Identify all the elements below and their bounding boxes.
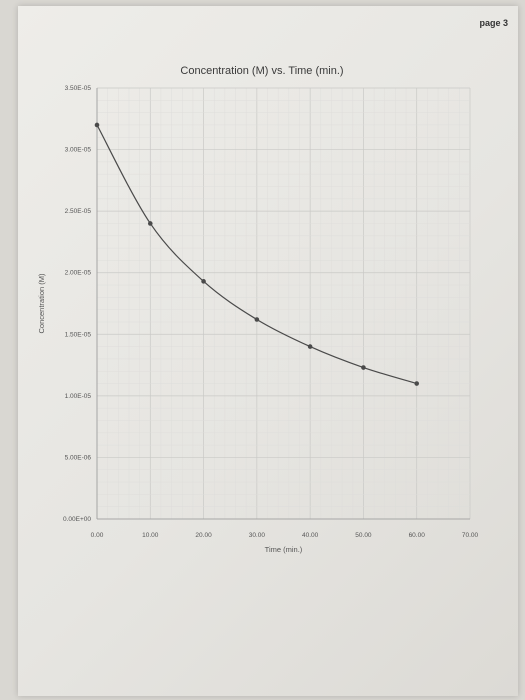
chart-title: Concentration (M) vs. Time (min.) (180, 65, 343, 77)
y-tick-label: 1.50E-05 (65, 331, 92, 338)
y-tick-label: 2.00E-05 (65, 270, 92, 277)
gridlines (96, 87, 471, 520)
x-tick-label: 40.00 (302, 532, 319, 539)
y-tick-label: 1.00E-05 (65, 393, 92, 400)
y-tick-label: 3.00E-05 (65, 147, 92, 154)
x-tick-label: 70.00 (462, 532, 479, 539)
data-point (361, 365, 366, 370)
y-tick-label: 3.50E-05 (65, 85, 92, 92)
paper-sheet: page 3 (18, 6, 518, 696)
x-tick-labels: 0.00 10.00 20.00 30.00 40.00 50.00 60.00 70.00 (91, 532, 479, 539)
x-tick-label: 60.00 (409, 532, 426, 539)
x-tick-label: 10.00 (142, 532, 159, 539)
data-point (201, 279, 206, 284)
y-tick-label: 0.00E+00 (63, 516, 91, 523)
x-axis-title: Time (min.) (265, 545, 303, 554)
data-point (94, 122, 100, 128)
x-tick-label: 50.00 (355, 532, 372, 539)
data-point (254, 317, 260, 322)
data-series (94, 122, 420, 386)
data-point (147, 221, 153, 226)
x-tick-label: 0.00 (91, 532, 104, 539)
y-axis-title: Concentration (M) (37, 273, 46, 334)
y-tick-labels: 0.00E+00 5.00E-06 1.00E-05 1.50E-05 2.00E-05… (63, 85, 91, 523)
y-tick-label: 2.50E-05 (65, 208, 92, 215)
x-tick-label: 20.00 (195, 532, 212, 539)
y-tick-label: 5.00E-06 (65, 454, 92, 461)
data-point (414, 381, 420, 386)
page-number: page 3 (479, 18, 508, 28)
x-tick-label: 30.00 (249, 532, 266, 539)
data-point (307, 344, 313, 349)
